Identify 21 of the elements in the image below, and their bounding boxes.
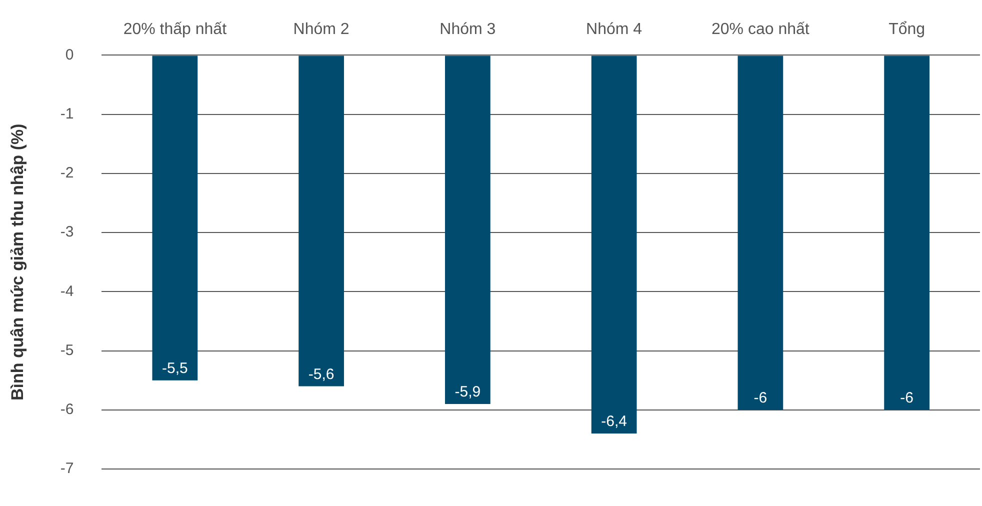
y-tick-label: 0 (65, 46, 74, 64)
y-tick-label: -7 (60, 460, 74, 478)
data-label: -5,9 (454, 384, 481, 401)
data-label: -6,4 (601, 413, 627, 430)
data-label: -6 (900, 390, 914, 407)
y-tick-label: -3 (60, 224, 74, 241)
data-label: -6 (754, 390, 768, 407)
data-label: -5,5 (162, 360, 188, 377)
x-tick-label: 20% cao nhất (712, 21, 810, 38)
x-tick-label: 20% thấp nhất (123, 21, 228, 38)
y-tick-label: -5 (60, 342, 74, 359)
x-tick-label: Tổng (888, 21, 926, 38)
y-tick-label: -2 (60, 164, 74, 182)
x-tick-label: Nhóm 4 (586, 21, 642, 38)
x-tick-label: Nhóm 3 (440, 21, 496, 38)
y-tick-label: -4 (60, 282, 74, 300)
y-axis-title: Bình quân mức giảm thu nhập (%) (8, 124, 27, 400)
y-tick-label: -1 (60, 105, 74, 122)
x-tick-label: Nhóm 2 (293, 21, 350, 38)
y-tick-label: -6 (60, 401, 74, 418)
data-label: -5,6 (308, 366, 334, 383)
